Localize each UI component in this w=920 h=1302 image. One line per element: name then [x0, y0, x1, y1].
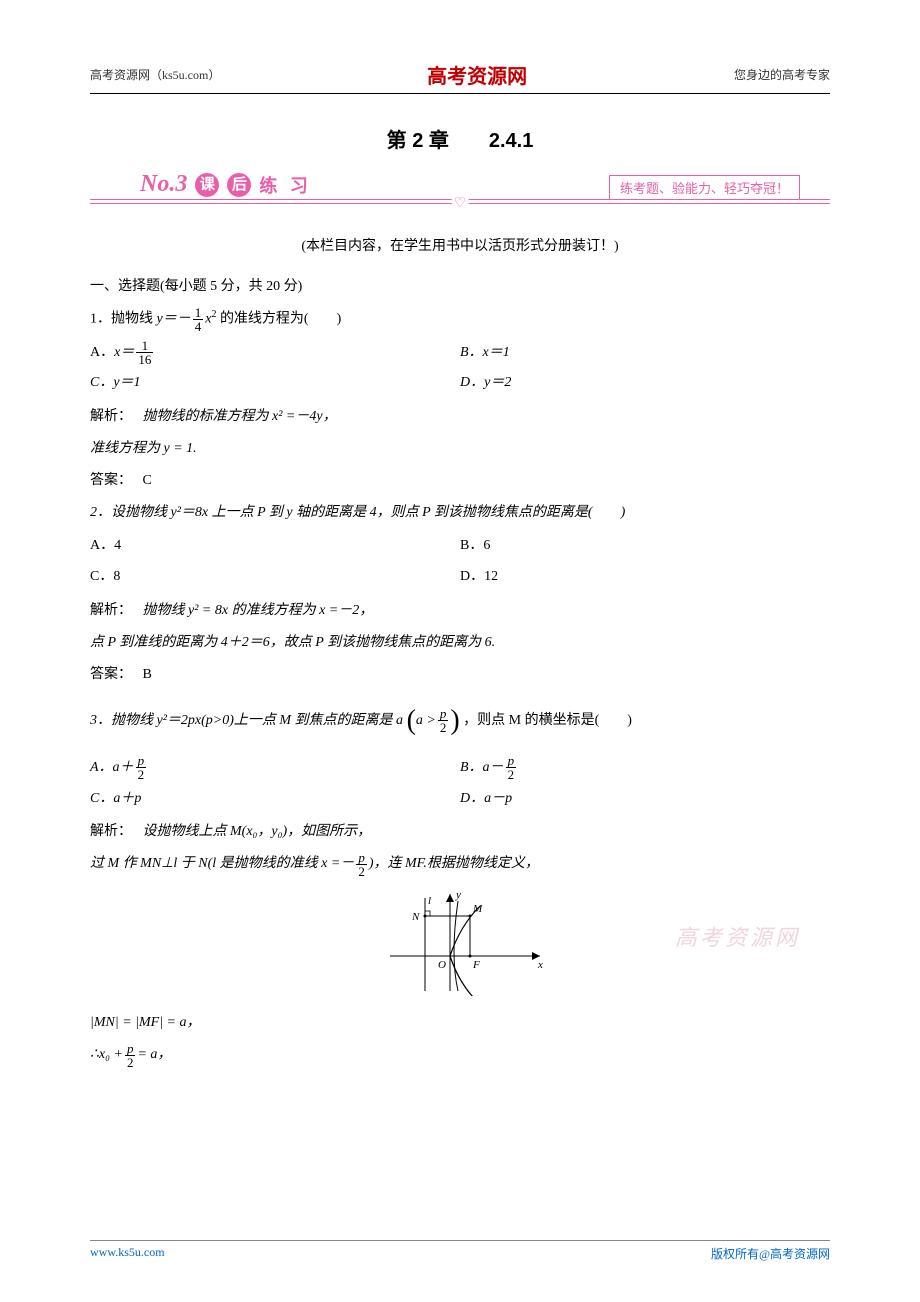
analysis-label: 解析： [90, 603, 139, 618]
badge-ke: 课 [195, 173, 219, 197]
exercise-banner: ♡ No.3 课 后 练 习 练考题、验能力、轻巧夺冠！ [90, 171, 830, 215]
q3-option-c: C．a＋p [90, 784, 460, 815]
diagram-svg: y x l N M O F [370, 886, 550, 996]
q1-answer: 答案： C [90, 467, 830, 495]
O-label: O [438, 959, 446, 971]
q3-analysis-line2: 过 M 作 MN⊥l 于 N(l 是抛物线的准线 x =－p2)，连 MF.根据… [90, 850, 830, 878]
q1-stem: 1．抛物线 y＝－14x2 的准线方程为( ) [90, 305, 830, 334]
q1-options: A．x＝116 B．x＝1 C．y＝1 D．y＝2 [90, 338, 830, 400]
q3-eq1: |MN| = |MF| = a， [90, 1009, 830, 1037]
chapter-title: 第 2 章 2.4.1 [90, 124, 830, 153]
fraction: 14 [193, 306, 204, 333]
fraction: p2 [506, 754, 517, 781]
header-left: 高考资源网（ks5u.com） [90, 66, 220, 83]
q1-analysis-line2: 准线方程为 y = 1. [90, 435, 830, 463]
q3-option-b: B．a－p2 [460, 753, 830, 784]
q2-option-c: C．8 [90, 562, 460, 593]
q3-options: A．a＋p2 B．a－p2 C．a＋p D．a－p [90, 753, 830, 815]
booklet-note: (本栏目内容，在学生用书中以活页形式分册装订！) [90, 235, 830, 255]
q3-option-d: D．a－p [460, 784, 830, 815]
F-label: F [472, 959, 480, 971]
q1-text: 1．抛物线 [90, 312, 157, 327]
q2-option-d: D．12 [460, 562, 830, 593]
watermark-text: 高考资源网 [675, 920, 800, 952]
banner-left-group: No.3 课 后 练 习 [140, 171, 312, 198]
l-label: l [428, 895, 431, 907]
q1-text: 的准线方程为( ) [220, 312, 341, 327]
q2-analysis: 解析： 抛物线 y² = 8x 的准线方程为 x =－2， [90, 597, 830, 625]
answer-label: 答案： [90, 473, 139, 488]
banner-mid-text: 练 习 [259, 172, 312, 198]
q1-option-d: D．y＝2 [460, 368, 830, 399]
superscript: 2 [211, 309, 216, 320]
right-paren-icon: ) [450, 705, 459, 736]
answer-label: 答案： [90, 667, 139, 682]
N-label: N [411, 911, 420, 923]
q2-answer: 答案： B [90, 661, 830, 689]
y-axis-label: y [455, 889, 461, 901]
analysis-label: 解析： [90, 409, 139, 424]
q1-text: y＝－ [157, 312, 191, 327]
fraction: p2 [125, 1042, 136, 1069]
q3-eq2: ∴x₀ +p2= a， [90, 1041, 830, 1069]
fraction: p2 [438, 707, 449, 734]
q3-analysis: 解析： 设抛物线上点 M(x₀，y₀)，如图所示， [90, 818, 830, 846]
x-axis-label: x [537, 959, 543, 971]
q2-stem: 2．设抛物线 y²＝8x 上一点 P 到 y 轴的距离是 4，则点 P 到该抛物… [90, 499, 830, 527]
q1-option-b: B．x＝1 [460, 338, 830, 369]
banner-slogan-box: 练考题、验能力、轻巧夺冠！ [609, 175, 800, 200]
q1-option-a: A．x＝116 [90, 338, 460, 369]
q3-stem: 3．抛物线 y²＝2px(p>0)上一点 M 到焦点的距离是 a (a >p2)… [90, 693, 830, 749]
q2-option-a: A．4 [90, 531, 460, 562]
q2-analysis-line2: 点 P 到准线的距离为 4＋2＝6，故点 P 到该抛物线焦点的距离为 6. [90, 629, 830, 657]
analysis-label: 解析： [90, 824, 139, 839]
q2-options: A．4 B．6 C．8 D．12 [90, 531, 830, 593]
left-paren-icon: ( [407, 705, 416, 736]
q2-option-b: B．6 [460, 531, 830, 562]
q1-analysis: 解析： 抛物线的标准方程为 x² =－4y， [90, 403, 830, 431]
page-header: 高考资源网（ks5u.com） 高考资源网 您身边的高考专家 [90, 60, 830, 94]
footer-copyright: 版权所有@高考资源网 [711, 1245, 830, 1262]
footer-url: www.ks5u.com [90, 1245, 165, 1262]
header-center-brand: 高考资源网 [427, 60, 527, 89]
section-1-title: 一、选择题(每小题 5 分，共 20 分) [90, 273, 830, 301]
header-right: 您身边的高考专家 [734, 66, 830, 83]
q1-option-c: C．y＝1 [90, 368, 460, 399]
heart-icon: ♡ [452, 195, 469, 212]
fraction: p2 [356, 851, 367, 878]
page-footer: www.ks5u.com 版权所有@高考资源网 [90, 1240, 830, 1262]
fraction: p2 [136, 754, 147, 781]
M-label: M [472, 903, 483, 915]
fraction: 116 [136, 339, 153, 366]
banner-number: No.3 [140, 171, 187, 198]
badge-hou: 后 [227, 173, 251, 197]
q3-option-a: A．a＋p2 [90, 753, 460, 784]
